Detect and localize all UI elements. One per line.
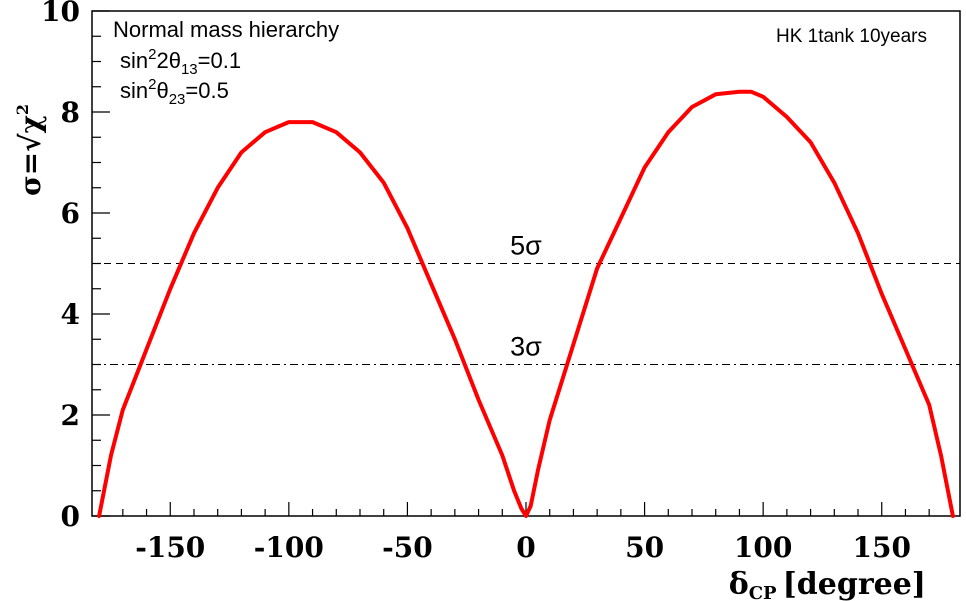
corner-label: HK 1tank 10years bbox=[776, 26, 927, 47]
legend-line-3-post: =0.5 bbox=[185, 78, 228, 103]
legend-line-3-mid: θ bbox=[156, 78, 168, 103]
legend-line-2: sin22θ13=0.1 bbox=[120, 46, 241, 78]
legend-line-2-sup: 2 bbox=[148, 46, 156, 63]
series-line bbox=[97, 89, 955, 518]
series-layer bbox=[97, 89, 955, 518]
reference-lines: 5σ 3σ bbox=[92, 231, 960, 365]
legend-line-3-sub: 23 bbox=[169, 91, 186, 108]
x-axis: -150 -100 -50 0 50 100 150 bbox=[98, 502, 954, 564]
legend-line-2-mid: 2θ bbox=[156, 48, 180, 73]
y-axis-title-sup: 2 bbox=[13, 104, 32, 115]
legend-line-1: Normal mass hierarchy bbox=[113, 17, 339, 42]
x-tick-label: 100 bbox=[734, 531, 792, 564]
y-tick-label: 8 bbox=[61, 96, 80, 129]
y-tick-label: 10 bbox=[41, 0, 80, 28]
y-tick-label: 6 bbox=[61, 197, 80, 230]
legend-line-2-post: =0.1 bbox=[198, 48, 241, 73]
y-tick-label: 4 bbox=[61, 298, 80, 331]
reference-line-label: 3σ bbox=[510, 332, 542, 362]
reference-line-label: 5σ bbox=[510, 231, 542, 261]
legend-line-3-sup: 2 bbox=[148, 76, 156, 93]
y-tick-label: 0 bbox=[61, 500, 80, 533]
y-tick-label: 2 bbox=[61, 399, 80, 432]
x-tick-label: 150 bbox=[853, 531, 911, 564]
x-axis-title-main: δ bbox=[729, 567, 749, 601]
legend-line-3-pre: sin bbox=[120, 78, 148, 103]
x-tick-label: -150 bbox=[135, 531, 205, 564]
legend-line-2-pre: sin bbox=[120, 48, 148, 73]
x-tick-label: 0 bbox=[516, 531, 535, 564]
legend-line-3: sin2θ23=0.5 bbox=[120, 76, 229, 108]
y-axis: 0 2 4 6 8 10 bbox=[41, 0, 110, 533]
y-axis-title-main: σ=√χ bbox=[14, 115, 47, 196]
x-axis-title-sub: CP bbox=[749, 583, 777, 601]
x-tick-label: -100 bbox=[254, 531, 324, 564]
legend-line-2-sub: 13 bbox=[181, 61, 198, 78]
x-axis-title-unit: [degree] bbox=[783, 567, 926, 601]
x-axis-title: δCP [degree] bbox=[729, 567, 926, 601]
y-axis-title: σ=√χ2 bbox=[13, 104, 47, 196]
x-tick-label: 50 bbox=[625, 531, 664, 564]
x-tick-label: -50 bbox=[382, 531, 433, 564]
